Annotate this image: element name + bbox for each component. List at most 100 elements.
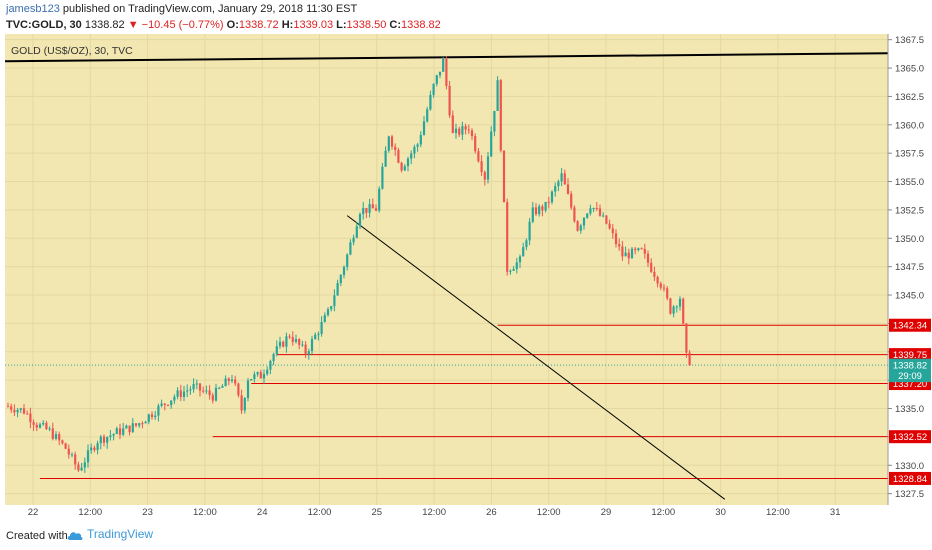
header: jamesb123 published on TradingView.com, …	[0, 0, 932, 34]
time-tick-label: 22	[28, 507, 39, 518]
candle-body	[614, 233, 618, 245]
candle-body	[429, 94, 432, 110]
level-price-label-bg	[889, 471, 931, 485]
candle-body	[301, 344, 304, 346]
high-label: H:	[281, 19, 294, 31]
candle-body	[627, 252, 630, 259]
candle-body	[16, 409, 19, 413]
candle-body	[96, 443, 99, 451]
candle-body	[336, 283, 339, 296]
candle-body	[144, 421, 147, 424]
candle-body	[269, 361, 272, 370]
low-label: L:	[336, 19, 347, 31]
candle-body	[218, 387, 221, 389]
candle-body	[445, 58, 448, 86]
candle-body	[355, 226, 358, 238]
candle-body	[310, 339, 314, 352]
chart[interactable]: 1327.51330.01332.51335.01337.51340.01342…	[0, 34, 932, 518]
candle-body	[554, 186, 557, 192]
ohlc-line: TVC:GOLD, 30 1338.82 ▼ −10.45 (−0.77%) O…	[6, 19, 441, 31]
candle-body	[125, 425, 128, 429]
candle-body	[317, 333, 320, 335]
candle-body	[666, 288, 669, 299]
candle-body	[531, 207, 534, 222]
candle-body	[464, 126, 467, 130]
candle-body	[106, 436, 109, 443]
candle-body	[653, 271, 656, 277]
time-tick-label: 30	[715, 507, 726, 518]
candle-body	[685, 323, 688, 353]
open-label: O:	[226, 19, 239, 31]
candle-body	[403, 166, 406, 171]
candle-body	[32, 422, 35, 425]
time-tick-label: 12:00	[651, 507, 675, 518]
price-tick-label: 1367.5	[895, 35, 924, 46]
candle-body	[570, 193, 573, 208]
candle-body	[333, 295, 336, 307]
level-price-label-bg	[889, 348, 931, 362]
candle-body	[589, 208, 592, 214]
level-price-label: 1332.52	[893, 432, 927, 443]
down-arrow-icon: ▼	[127, 19, 139, 31]
candle-body	[506, 202, 509, 272]
candle-body	[646, 253, 650, 263]
candle-body	[378, 188, 381, 211]
candle-body	[115, 428, 118, 435]
candle-body	[387, 136, 390, 151]
candle-body	[198, 383, 202, 391]
candle-body	[102, 436, 106, 443]
candle-body	[10, 406, 13, 410]
close-value: 1338.82	[400, 19, 441, 31]
candle-body	[432, 83, 435, 95]
candle-body	[38, 424, 42, 428]
symbol-label: TVC:GOLD, 30	[6, 19, 82, 31]
candle-body	[605, 215, 608, 224]
candle-body	[458, 128, 461, 135]
candle-body	[483, 172, 486, 180]
candle-body	[509, 270, 512, 272]
last-price: 1338.82	[84, 19, 125, 31]
candle-body	[611, 228, 614, 234]
candle-body	[374, 208, 378, 211]
price-tick-label: 1327.5	[895, 489, 924, 500]
candle-body	[67, 448, 70, 455]
candle-body	[512, 269, 515, 271]
candle-body	[166, 404, 170, 406]
time-tick-label: 31	[830, 507, 841, 518]
candle-body	[426, 109, 429, 122]
candle-body	[637, 248, 640, 251]
candle-body	[118, 428, 122, 435]
candle-body	[54, 434, 58, 439]
candle-body	[26, 413, 29, 415]
tradingview-brand[interactable]: TradingView	[66, 527, 153, 541]
candle-body	[595, 207, 598, 209]
candle-body	[618, 244, 621, 247]
plot-background	[5, 34, 888, 505]
candle-body	[179, 390, 182, 397]
candle-body	[669, 298, 672, 314]
candle-body	[186, 390, 189, 392]
time-axis-background[interactable]	[0, 505, 932, 518]
candle-body	[266, 369, 269, 375]
candle-body	[659, 283, 662, 288]
candle-body	[243, 398, 246, 411]
candle-body	[189, 389, 192, 391]
candle-body	[499, 80, 502, 151]
candle-body	[170, 400, 173, 406]
candle-body	[157, 405, 160, 416]
price-axis-background[interactable]	[888, 34, 932, 505]
candle-body	[413, 146, 416, 154]
time-tick-label: 12:00	[766, 507, 790, 518]
candle-body	[461, 126, 464, 135]
publish-line: jamesb123 published on TradingView.com, …	[6, 3, 357, 15]
candle-body	[176, 390, 179, 397]
candle-body	[371, 204, 374, 209]
candles	[6, 56, 691, 473]
candle-body	[528, 221, 531, 241]
candle-body	[285, 336, 288, 347]
price-tick-label: 1355.0	[895, 177, 924, 188]
candle-body	[470, 130, 474, 137]
username-link[interactable]: jamesb123	[6, 3, 60, 15]
candle-body	[42, 422, 45, 425]
candle-body	[282, 341, 285, 347]
